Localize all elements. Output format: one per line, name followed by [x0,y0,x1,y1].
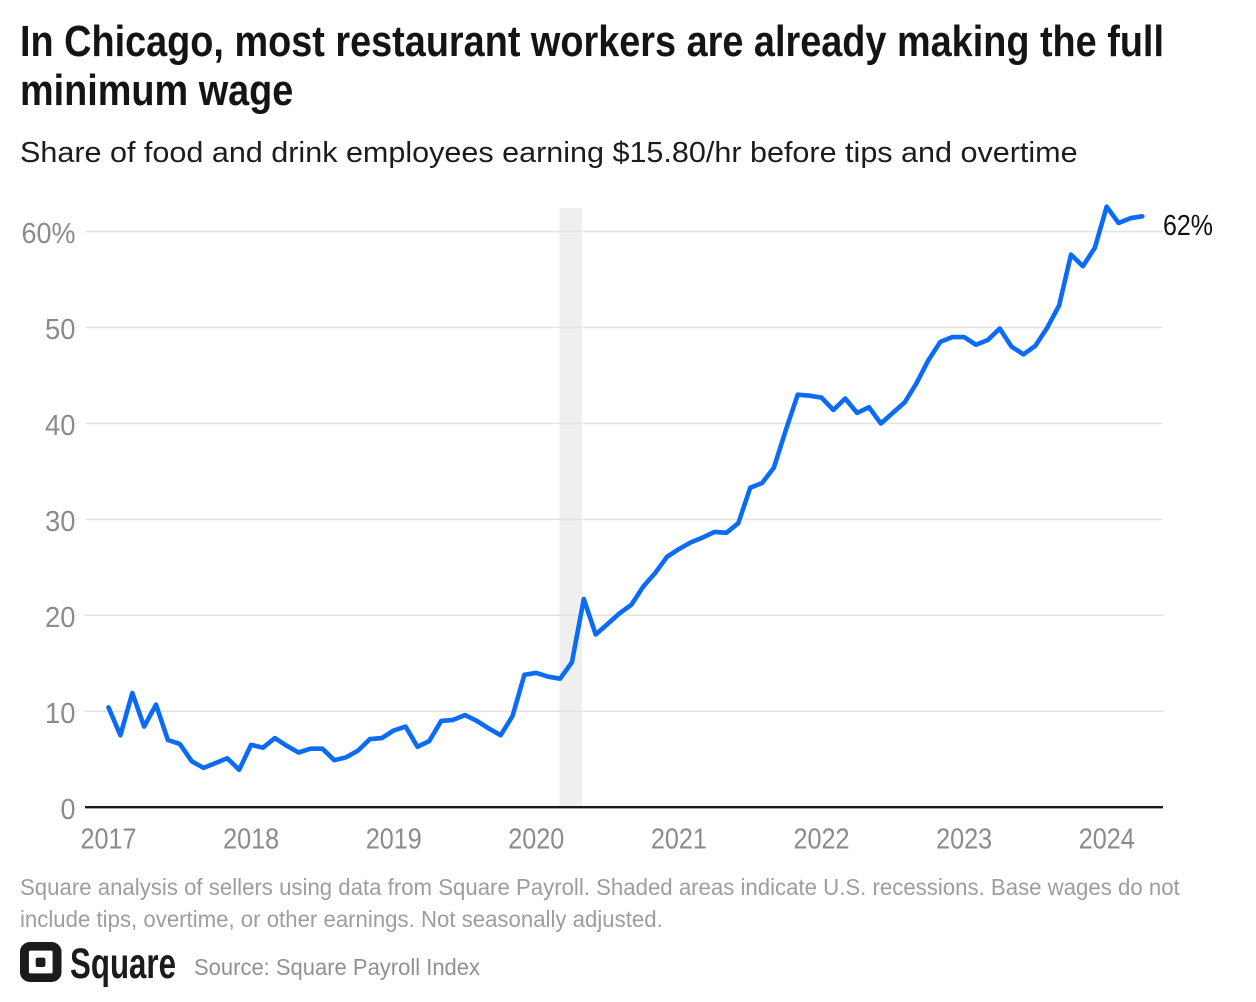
svg-text:2018: 2018 [223,824,279,856]
svg-text:50: 50 [45,314,76,346]
svg-text:0: 0 [61,794,76,826]
svg-text:20: 20 [45,602,76,634]
svg-text:2021: 2021 [651,824,707,856]
svg-text:2024: 2024 [1079,824,1135,856]
svg-text:30: 30 [45,506,76,538]
svg-text:2020: 2020 [508,824,564,856]
svg-text:40: 40 [45,410,76,442]
svg-text:60%: 60% [22,218,76,250]
svg-text:2022: 2022 [794,824,850,856]
svg-text:2017: 2017 [81,824,137,856]
svg-text:10: 10 [45,698,76,730]
svg-text:2023: 2023 [936,824,992,856]
svg-text:62%: 62% [1163,210,1213,242]
svg-text:2019: 2019 [366,824,422,856]
